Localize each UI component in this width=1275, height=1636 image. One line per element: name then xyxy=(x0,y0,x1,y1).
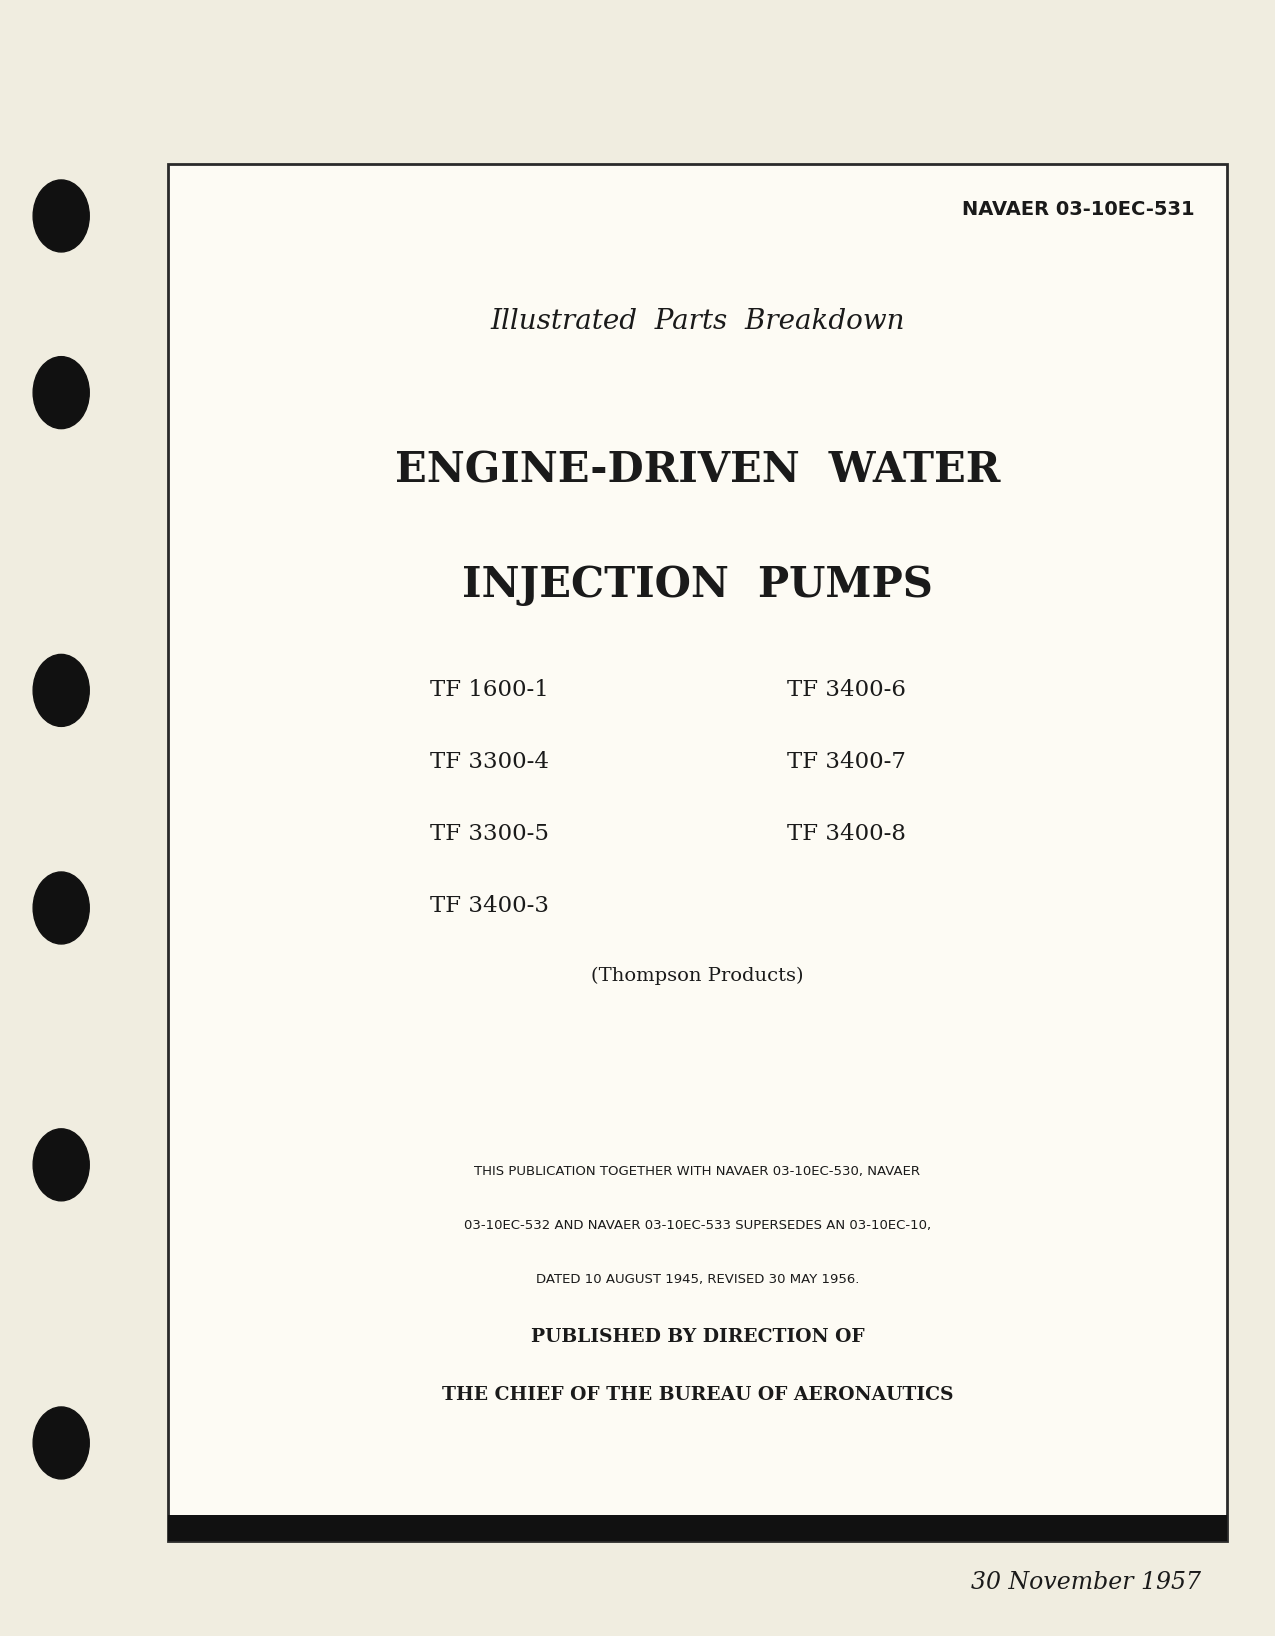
Circle shape xyxy=(33,654,89,726)
Text: NAVAER 03-10EC-531: NAVAER 03-10EC-531 xyxy=(963,200,1195,219)
Text: THE CHIEF OF THE BUREAU OF AERONAUTICS: THE CHIEF OF THE BUREAU OF AERONAUTICS xyxy=(441,1386,954,1404)
Text: TF 1600-1: TF 1600-1 xyxy=(430,679,548,700)
Text: ENGINE-DRIVEN  WATER: ENGINE-DRIVEN WATER xyxy=(395,450,1000,492)
Text: TF 3300-5: TF 3300-5 xyxy=(430,823,548,844)
Text: TF 3400-6: TF 3400-6 xyxy=(787,679,905,700)
Text: 30 November 1957: 30 November 1957 xyxy=(972,1571,1201,1593)
Bar xyxy=(168,164,1227,1541)
Bar xyxy=(168,1515,1227,1541)
Text: 03-10EC-532 AND NAVAER 03-10EC-533 SUPERSEDES AN 03-10EC-10,: 03-10EC-532 AND NAVAER 03-10EC-533 SUPER… xyxy=(464,1219,931,1232)
Text: THIS PUBLICATION TOGETHER WITH NAVAER 03-10EC-530, NAVAER: THIS PUBLICATION TOGETHER WITH NAVAER 03… xyxy=(474,1165,921,1178)
Text: INJECTION  PUMPS: INJECTION PUMPS xyxy=(462,564,933,607)
Circle shape xyxy=(33,357,89,429)
Circle shape xyxy=(33,1407,89,1479)
Text: TF 3400-3: TF 3400-3 xyxy=(430,895,548,916)
Text: (Thompson Products): (Thompson Products) xyxy=(592,967,803,985)
Text: TF 3400-8: TF 3400-8 xyxy=(787,823,905,844)
Text: TF 3400-7: TF 3400-7 xyxy=(787,751,905,772)
Circle shape xyxy=(33,180,89,252)
Text: PUBLISHED BY DIRECTION OF: PUBLISHED BY DIRECTION OF xyxy=(530,1328,864,1346)
Text: Illustrated  Parts  Breakdown: Illustrated Parts Breakdown xyxy=(490,308,905,335)
Text: TF 3300-4: TF 3300-4 xyxy=(430,751,548,772)
Text: DATED 10 AUGUST 1945, REVISED 30 MAY 1956.: DATED 10 AUGUST 1945, REVISED 30 MAY 195… xyxy=(536,1273,859,1286)
Circle shape xyxy=(33,1129,89,1201)
Circle shape xyxy=(33,872,89,944)
